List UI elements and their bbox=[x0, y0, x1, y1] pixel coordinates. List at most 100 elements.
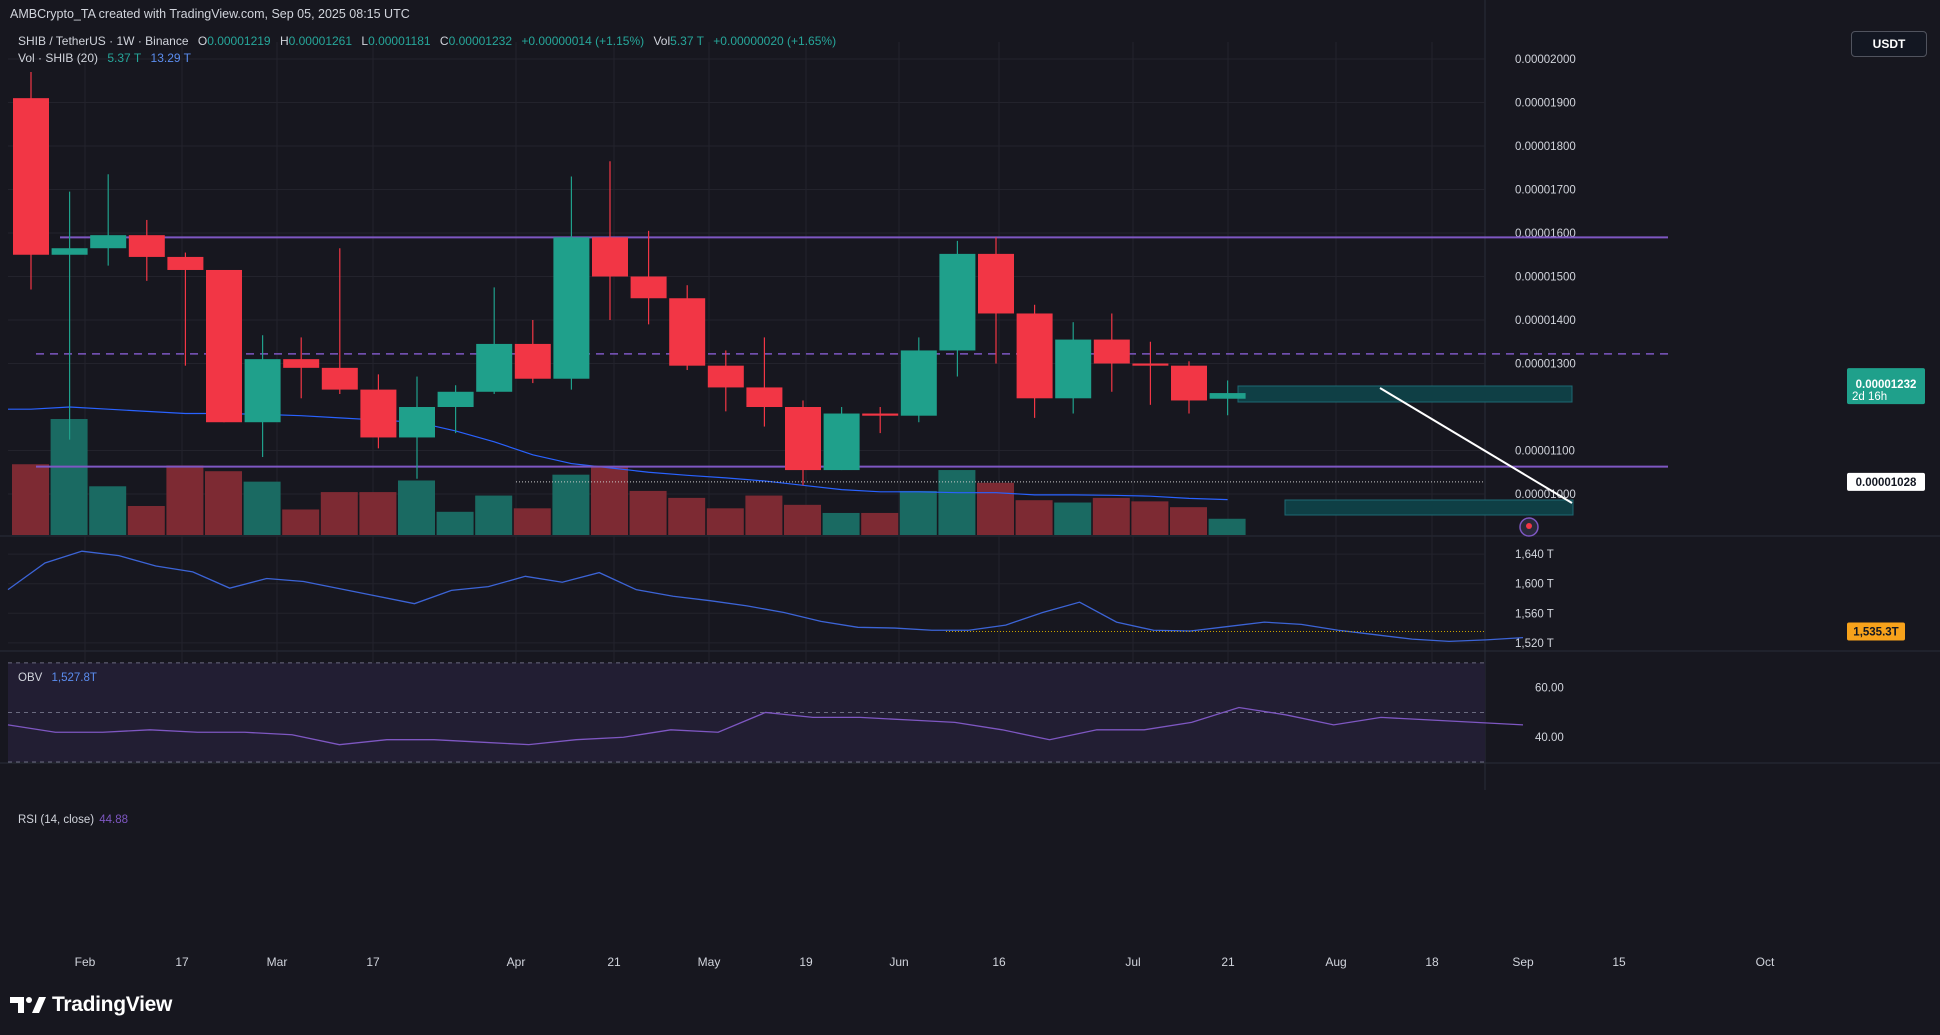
x-tick-label: Sep bbox=[1512, 955, 1534, 969]
x-tick-label: 18 bbox=[1425, 955, 1439, 969]
volume-bar bbox=[166, 465, 204, 535]
rsi-title: RSI (14, close) bbox=[18, 814, 95, 826]
trend-line bbox=[1379, 387, 1573, 504]
candle-body bbox=[900, 350, 937, 416]
currency-button[interactable]: USDT bbox=[1851, 31, 1927, 57]
volume-indicator-value: 5.37 T bbox=[107, 51, 142, 65]
candle-body bbox=[51, 248, 88, 255]
volume-bar bbox=[282, 509, 320, 535]
candle-body bbox=[399, 407, 435, 438]
x-tick-label: Oct bbox=[1756, 955, 1775, 969]
y-tick-label: 0.00001500 bbox=[1515, 272, 1576, 284]
candle-body bbox=[321, 367, 358, 390]
obv-title: OBV bbox=[18, 672, 43, 684]
high-label: H bbox=[279, 34, 289, 48]
high-value: 0.00001261 bbox=[288, 34, 353, 48]
volume-bar bbox=[89, 486, 127, 535]
volume-bar bbox=[205, 471, 242, 535]
candle-body bbox=[514, 343, 551, 379]
volume-bar bbox=[861, 512, 899, 535]
candle-body bbox=[939, 253, 976, 351]
volume-bar bbox=[938, 470, 976, 535]
rsi-value: 44.88 bbox=[99, 814, 129, 826]
volume-indicator-name: Vol · SHIB (20) bbox=[18, 51, 99, 65]
candle-body bbox=[823, 413, 860, 471]
attribution-text: AMBCrypto_TA created with TradingView.co… bbox=[10, 7, 410, 21]
obv-value: 1,527.8T bbox=[51, 672, 97, 684]
x-tick-label: 21 bbox=[1221, 955, 1235, 969]
demand-zone-box bbox=[1284, 499, 1574, 516]
change-value: +0.00000014 (+1.15%) bbox=[521, 34, 645, 48]
y-tick-label: 0.00001800 bbox=[1515, 141, 1576, 153]
volume-bar bbox=[12, 464, 49, 535]
x-tick-label: Mar bbox=[267, 955, 288, 969]
supply-zone-box bbox=[1237, 385, 1573, 403]
volume-bar bbox=[822, 512, 860, 535]
candle-body bbox=[360, 389, 397, 438]
price-tag: 0.00001232 bbox=[1856, 379, 1917, 391]
rsi-legend: RSI (14, close) 44.88 bbox=[18, 814, 128, 826]
close-label: C bbox=[439, 34, 449, 48]
brand-name: TradingView bbox=[52, 993, 173, 1016]
open-value: 0.00001219 bbox=[207, 34, 271, 48]
volume-bar bbox=[745, 495, 783, 535]
vol-label: Vol bbox=[653, 34, 671, 48]
y-tick-label: 0.00002000 bbox=[1515, 54, 1576, 66]
volume-bar bbox=[398, 480, 435, 535]
level-tag: 0.00001028 bbox=[1856, 477, 1917, 489]
close-value: 0.00001232 bbox=[448, 34, 512, 48]
low-label: L bbox=[361, 34, 369, 48]
volume-bar bbox=[1208, 518, 1246, 535]
y-tick-label: 0.00001300 bbox=[1515, 359, 1576, 371]
symbol-line: SHIB / TetherUS · 1W · Binance bbox=[18, 34, 189, 48]
candle-body bbox=[553, 237, 590, 379]
candle-body bbox=[707, 365, 744, 388]
volume-ma-line bbox=[8, 406, 1228, 501]
obv-last-tag: 1,535.3T bbox=[1853, 627, 1898, 639]
y-tick-label: 0.00001000 bbox=[1515, 489, 1576, 501]
x-tick-label: 16 bbox=[992, 955, 1006, 969]
y-tick-label: 0.00001700 bbox=[1515, 185, 1576, 197]
volume-bar bbox=[629, 490, 667, 535]
candle-body bbox=[167, 256, 204, 270]
volume-bar bbox=[127, 506, 165, 535]
volume-bar bbox=[243, 481, 281, 535]
volume-bar bbox=[1131, 501, 1169, 535]
volume-bar bbox=[1015, 500, 1053, 535]
obv-y-tick-label: 1,560 T bbox=[1515, 608, 1554, 620]
x-tick-label: Apr bbox=[507, 955, 526, 969]
volume-bar bbox=[320, 492, 358, 535]
symbol-legend: SHIB / TetherUS · 1W · Binance O0.000012… bbox=[18, 34, 842, 48]
volume-bar bbox=[977, 482, 1014, 535]
candle-body bbox=[1171, 365, 1207, 401]
volume-bar bbox=[475, 495, 513, 535]
x-tick-label: Jun bbox=[889, 955, 908, 969]
volume-bar bbox=[1092, 497, 1130, 535]
vol-change-value: +0.00000020 (+1.65%) bbox=[713, 34, 837, 48]
brand-logo[interactable]: TradingView bbox=[10, 992, 172, 1018]
volume-bar bbox=[784, 504, 821, 535]
obv-y-tick-label: 1,600 T bbox=[1515, 579, 1554, 591]
y-tick-label: 0.00001400 bbox=[1515, 315, 1576, 327]
vol-value: 5.37 T bbox=[670, 34, 704, 48]
y-tick-label: 0.00001900 bbox=[1515, 98, 1576, 110]
volume-bar bbox=[1054, 502, 1092, 535]
candle-body bbox=[1132, 363, 1169, 366]
x-tick-label: May bbox=[698, 955, 721, 969]
x-tick-label: Aug bbox=[1325, 955, 1346, 969]
volume-bar bbox=[513, 508, 551, 535]
volume-bar bbox=[436, 511, 474, 535]
candle-body bbox=[630, 276, 667, 299]
x-tick-label: 19 bbox=[799, 955, 813, 969]
x-tick-label: 17 bbox=[175, 955, 189, 969]
volume-bar bbox=[591, 466, 628, 535]
volume-bar bbox=[706, 508, 744, 535]
volume-bar bbox=[359, 492, 397, 535]
candle-body bbox=[592, 237, 628, 277]
tradingview-logo-icon bbox=[10, 997, 46, 1013]
countdown-tag: 2d 16h bbox=[1852, 391, 1887, 403]
volume-legend: Vol · SHIB (20) 5.37 T 13.29 T bbox=[18, 51, 197, 65]
candle-body bbox=[206, 269, 242, 423]
y-tick-label: 0.00001100 bbox=[1515, 446, 1575, 458]
